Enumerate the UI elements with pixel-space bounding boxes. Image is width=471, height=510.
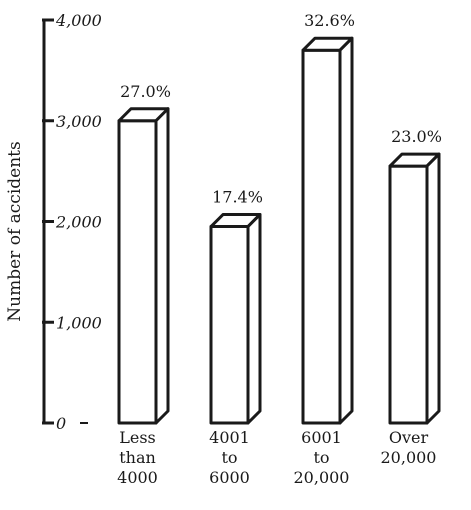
y-axis-title: Number of accidents xyxy=(5,141,25,321)
bar-side xyxy=(246,213,262,425)
bar xyxy=(388,152,441,425)
y-tick-label: 4,000 xyxy=(55,11,102,30)
category-label-line: 20,000 xyxy=(381,448,437,467)
category-label: Less than 4000 xyxy=(117,428,158,487)
bar-front xyxy=(117,119,158,425)
category-label-line: than xyxy=(119,448,156,467)
bar-data-label: 32.6% xyxy=(304,11,355,30)
category-label-line: Less xyxy=(119,428,156,447)
bars xyxy=(117,36,441,425)
y-axis: 0 1,000 2,000 3,000 4,000 xyxy=(42,11,102,433)
bar-front xyxy=(388,164,429,425)
category-label-line: 4001 xyxy=(209,428,250,447)
y-tick-label: 2,000 xyxy=(55,213,102,232)
bar xyxy=(209,213,262,425)
y-tick-label: 0 xyxy=(56,414,66,433)
category-label-line: Over xyxy=(389,428,429,447)
category-label-line: 6000 xyxy=(209,468,250,487)
category-label-line: 4000 xyxy=(117,468,158,487)
bar-data-label: 27.0% xyxy=(120,82,171,101)
category-label-line: 6001 xyxy=(301,428,342,447)
bar-front xyxy=(209,225,250,425)
bar xyxy=(117,107,170,425)
bar-side xyxy=(425,152,441,425)
bar-side xyxy=(154,107,170,425)
category-label-line: to xyxy=(313,448,329,467)
bar xyxy=(301,36,354,425)
bar-data-label: 23.0% xyxy=(391,127,442,146)
bar-side xyxy=(338,36,354,425)
y-tick-label: 3,000 xyxy=(56,112,102,131)
category-label: 4001 to 6000 xyxy=(209,428,250,487)
y-tick-label: 1,000 xyxy=(56,313,102,332)
category-label: Over 20,000 xyxy=(381,428,437,467)
category-label-line: 20,000 xyxy=(294,468,350,487)
bar-data-label: 17.4% xyxy=(212,188,263,207)
bar-front xyxy=(301,48,342,425)
category-label-line: to xyxy=(221,448,237,467)
category-label: 6001 to 20,000 xyxy=(294,428,350,487)
